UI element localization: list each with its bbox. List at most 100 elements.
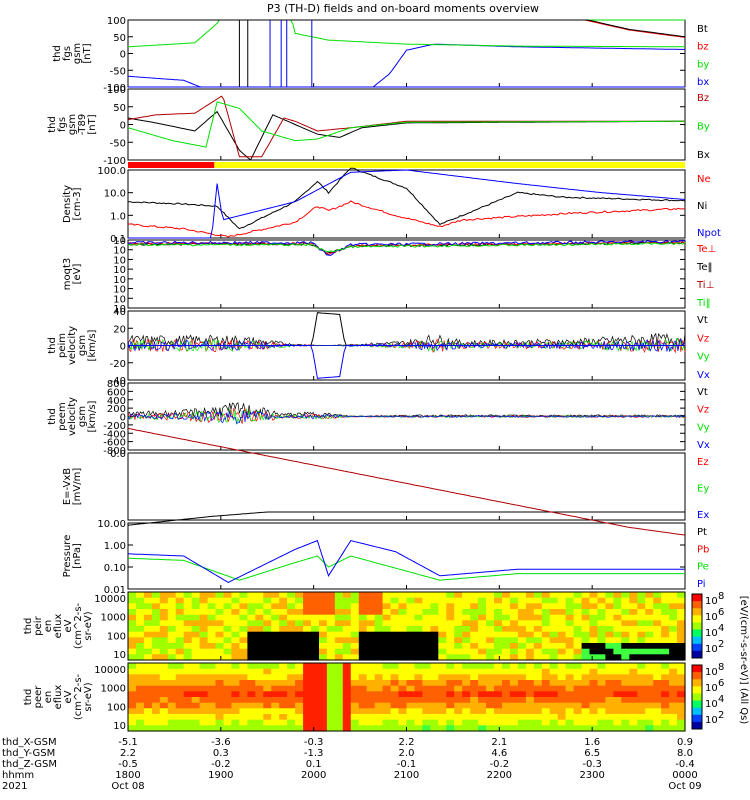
spectrogram-cell <box>533 663 543 670</box>
spectrogram-cell <box>541 719 551 726</box>
spectrogram-cell <box>486 654 495 661</box>
spectrogram-cell <box>661 637 670 644</box>
spectrogram-cell <box>334 609 344 616</box>
spectrogram-cell <box>549 631 559 638</box>
spectrogram-cell <box>295 620 304 627</box>
spectrogram-cell <box>263 702 272 709</box>
spectrogram-cell <box>215 725 225 732</box>
spectrogram-cell <box>271 643 280 650</box>
spectrogram-cell <box>303 603 312 610</box>
spectrogram-cell <box>358 685 368 692</box>
spectrogram-cell <box>207 719 217 726</box>
y-tick-label: 0 <box>120 342 126 353</box>
spectrogram-cell <box>597 609 607 616</box>
spectrogram-cell <box>247 597 256 604</box>
spectrogram-cell <box>287 685 296 692</box>
spectrogram-cell <box>207 603 217 610</box>
spectrogram-cell <box>183 597 193 604</box>
spectrogram-cell <box>486 603 495 610</box>
spectrogram-cell <box>151 719 161 726</box>
spectrogram-cell <box>382 697 392 704</box>
spectrogram-cell <box>279 719 288 726</box>
spectrogram-cell <box>454 648 463 655</box>
spectrogram-cell <box>350 691 360 698</box>
spectrogram-cell <box>390 663 400 670</box>
spectrogram-cell <box>557 697 567 704</box>
spectrogram-cell <box>661 631 670 638</box>
legend-Bz: Bz <box>697 93 709 104</box>
spectrogram-cell <box>167 702 177 709</box>
spectrogram-cell <box>167 674 177 681</box>
spectrogram-cell <box>151 643 161 650</box>
spectrogram-cell <box>255 614 264 621</box>
spectrogram-cell <box>597 643 607 650</box>
spectrogram-cell <box>502 609 511 616</box>
spectrogram-cell <box>605 708 614 715</box>
spectrogram-cell <box>653 719 662 726</box>
spectrogram-cell <box>175 592 185 599</box>
spectrogram-cell <box>645 680 654 687</box>
spectrogram-cell <box>199 603 209 610</box>
spectrogram-cell <box>239 620 248 627</box>
spectrogram-cell <box>541 592 551 599</box>
spectrogram-cell <box>326 702 336 709</box>
spectrogram-cell <box>279 674 288 681</box>
spectrogram-cell <box>533 680 543 687</box>
spectrogram-cell <box>199 614 209 621</box>
spectrogram-cell <box>342 592 352 599</box>
spectrogram-cell <box>334 620 344 627</box>
series-Pe <box>127 555 685 581</box>
spectrogram-cell <box>597 685 607 692</box>
x-tick-hhmm: 0000 <box>672 770 697 781</box>
spectrogram-cell <box>366 697 376 704</box>
spectrogram-cell <box>159 643 169 650</box>
spectrogram-cell <box>414 643 424 650</box>
y-axis-label: thdpeerenefluxeV(cm^2-s-sr-eV) <box>23 673 94 720</box>
spectrogram-cell <box>287 620 296 627</box>
spectrogram-cell <box>597 654 607 661</box>
spectrogram-cell <box>231 680 240 687</box>
spectrogram-cell <box>637 714 646 721</box>
spectrogram-cell <box>215 719 225 726</box>
spectrogram-cell <box>629 680 638 687</box>
spectrogram-cell <box>502 614 511 621</box>
spectrogram-cell <box>398 631 408 638</box>
y-tick-label: 800 <box>107 379 126 390</box>
spectrogram-cell <box>533 620 543 627</box>
spectrogram-cell <box>191 725 201 732</box>
spectrogram-cell <box>677 603 686 610</box>
spectrogram-cell <box>167 637 177 644</box>
spectrogram-cell <box>621 680 630 687</box>
spectrogram-cell <box>199 674 209 681</box>
spectrogram-cell <box>143 691 153 698</box>
spectrogram-cell <box>470 702 479 709</box>
spectrogram-cell <box>533 592 543 599</box>
spectrogram-cell <box>128 725 137 732</box>
spectrogram-cell <box>677 648 686 655</box>
colorbar-tick-label: 10 <box>705 667 718 678</box>
spectrogram-cell <box>669 697 678 704</box>
spectrogram-cell <box>191 597 201 604</box>
spectrogram-cell <box>597 697 607 704</box>
y-tick-label: 10 <box>113 265 126 276</box>
spectrogram-cell <box>414 697 424 704</box>
spectrogram-cell <box>231 685 240 692</box>
spectrogram-cell <box>509 614 519 621</box>
spectrogram-cell <box>271 702 280 709</box>
spectrogram-cell <box>239 614 248 621</box>
spectrogram-cell <box>605 631 614 638</box>
spectrogram-cell <box>303 620 312 627</box>
spectrogram-cell <box>366 725 376 732</box>
spectrogram-cell <box>151 592 161 599</box>
spectrogram-cell <box>159 631 169 638</box>
spectrogram-cell <box>470 603 479 610</box>
spectrogram-cell <box>486 637 495 644</box>
spectrogram-cell <box>677 663 686 670</box>
spectrogram-cell <box>653 614 662 621</box>
spectrogram-cell <box>549 714 559 721</box>
spectrogram-cell <box>303 648 312 655</box>
spectrogram-cell <box>645 592 654 599</box>
spectrogram-cell <box>215 614 225 621</box>
spectrogram-cell <box>199 680 209 687</box>
spectrogram-cell <box>541 620 551 627</box>
